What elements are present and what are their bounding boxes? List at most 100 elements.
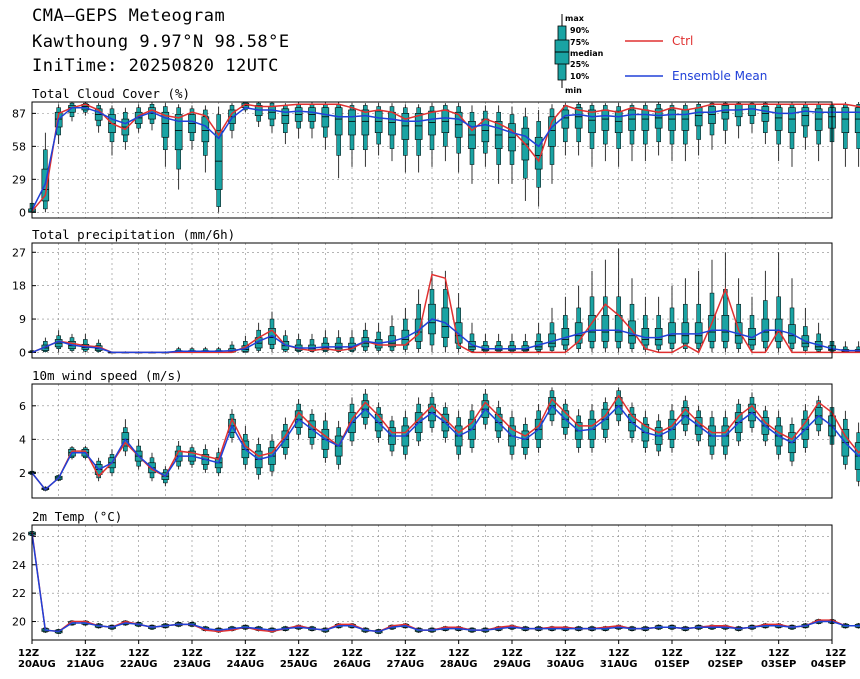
- panel-title: Total Cloud Cover (%): [32, 86, 190, 101]
- time-axis: 12Z20AUG12Z21AUG12Z22AUG12Z23AUG12Z24AUG…: [18, 640, 846, 670]
- x-tick-date: 21AUG: [66, 659, 104, 670]
- x-tick-hour: 12Z: [75, 648, 96, 659]
- ensemble-box: [601, 259, 610, 353]
- ensemble-box: [588, 270, 596, 353]
- ensemble-box: [588, 103, 596, 167]
- ensemble-mean-line: [31, 533, 860, 633]
- y-tick-label: 87: [12, 107, 26, 120]
- ensemble-box: [734, 102, 743, 139]
- ensemble-box: [494, 333, 503, 353]
- box-inner: [534, 136, 543, 170]
- x-tick-date: 01SEP: [654, 659, 689, 670]
- y-tick-label: 29: [12, 173, 26, 186]
- x-tick-date: 04SEP: [811, 659, 846, 670]
- panel-frame: [31, 524, 833, 641]
- x-tick-date: 31AUG: [600, 659, 638, 670]
- x-tick-date: 26AUG: [333, 659, 371, 670]
- ensemble-box: [628, 103, 636, 162]
- box-inner: [214, 130, 223, 190]
- panel-2: Total precipitation (mm/6h) 0 9 18 27: [12, 227, 860, 359]
- ensemble-box: [361, 322, 370, 353]
- ensemble-box: [68, 102, 76, 122]
- ctrl-line: [31, 531, 860, 633]
- ensemble-box: [374, 322, 383, 353]
- ensemble-box: [681, 278, 690, 353]
- x-tick-date: 25AUG: [280, 659, 318, 670]
- ensemble-box: [281, 103, 290, 145]
- ensemble-box: [321, 102, 330, 150]
- box-inner: [694, 107, 703, 127]
- box-inner: [601, 315, 610, 342]
- box-inner: [374, 110, 383, 134]
- x-tick-date: 29AUG: [493, 659, 531, 670]
- ensemble-box: [121, 419, 130, 457]
- ensemble-box: [628, 278, 636, 353]
- ensemble-box: [508, 106, 516, 184]
- ensemble-box: [161, 103, 170, 167]
- box-inner: [788, 107, 796, 134]
- box-inner: [161, 111, 170, 138]
- legend-box-label: min: [565, 86, 582, 95]
- ctrl-line: [31, 394, 860, 491]
- y-tick-label: 0: [19, 346, 26, 359]
- ctrl-line: [31, 103, 860, 212]
- ensemble-box: [148, 102, 156, 131]
- ensemble-box: [654, 102, 663, 156]
- ensemble-box: [694, 102, 703, 156]
- ensemble-box: [561, 296, 570, 353]
- y-tick-label: 26: [12, 530, 26, 543]
- ensemble-box: [414, 104, 423, 173]
- y-tick-label: 24: [12, 559, 26, 572]
- legend-ctrl-label: Ctrl: [672, 34, 693, 48]
- x-tick-hour: 12Z: [661, 648, 682, 659]
- ensemble-box: [108, 105, 116, 156]
- x-tick-hour: 12Z: [395, 648, 416, 659]
- x-tick-date: 24AUG: [226, 659, 264, 670]
- legend-box-label: max: [565, 14, 585, 23]
- ensemble-box: [401, 104, 410, 173]
- ensemble-box: [441, 103, 450, 162]
- ensemble-box: [721, 102, 730, 145]
- x-tick-hour: 12Z: [128, 648, 149, 659]
- ensemble-box: [801, 102, 810, 150]
- x-tick-hour: 12Z: [18, 648, 39, 659]
- box-inner: [334, 107, 343, 136]
- ensemble-box: [574, 102, 583, 156]
- ensemble-box: [788, 278, 796, 353]
- box-inner: [321, 107, 330, 128]
- legend-box-label: 75%: [570, 38, 589, 47]
- box-inner: [414, 113, 423, 140]
- ensemble-box: [388, 315, 396, 353]
- x-tick-date: 30AUG: [546, 659, 584, 670]
- ensemble-box: [241, 335, 250, 353]
- ensemble-box: [561, 103, 570, 156]
- box-inner: [388, 111, 396, 136]
- legend-mean-label: Ensemble Mean: [672, 69, 767, 83]
- ensemble-box: [748, 102, 756, 133]
- box-inner: [774, 107, 783, 131]
- ensemble-box: [814, 102, 823, 162]
- panel-3: 10m wind speed (m/s) 2 4 6: [19, 368, 860, 499]
- location-label: Kawthoung 9.97°N 98.58°E: [32, 32, 290, 52]
- box-inner: [668, 322, 676, 344]
- box-inner: [561, 109, 570, 129]
- ensemble-mean-line: [31, 404, 860, 491]
- x-tick-hour: 12Z: [715, 648, 736, 659]
- ensemble-box: [428, 103, 436, 167]
- y-tick-label: 27: [12, 246, 26, 259]
- box-inner: [628, 320, 636, 344]
- box-inner: [601, 109, 610, 131]
- panel-title: 10m wind speed (m/s): [32, 368, 183, 383]
- x-tick-hour: 12Z: [448, 648, 469, 659]
- x-tick-hour: 12Z: [181, 648, 202, 659]
- panel-frame: [31, 242, 833, 359]
- y-tick-label: 58: [12, 140, 26, 153]
- box-inner: [854, 107, 860, 134]
- box-inner: [708, 315, 716, 342]
- ensemble-mean-line: [31, 318, 860, 354]
- ensemble-box: [601, 103, 610, 162]
- ensemble-box: [521, 333, 530, 353]
- ensemble-mean-line: [31, 106, 860, 211]
- panel-frame: [31, 101, 833, 219]
